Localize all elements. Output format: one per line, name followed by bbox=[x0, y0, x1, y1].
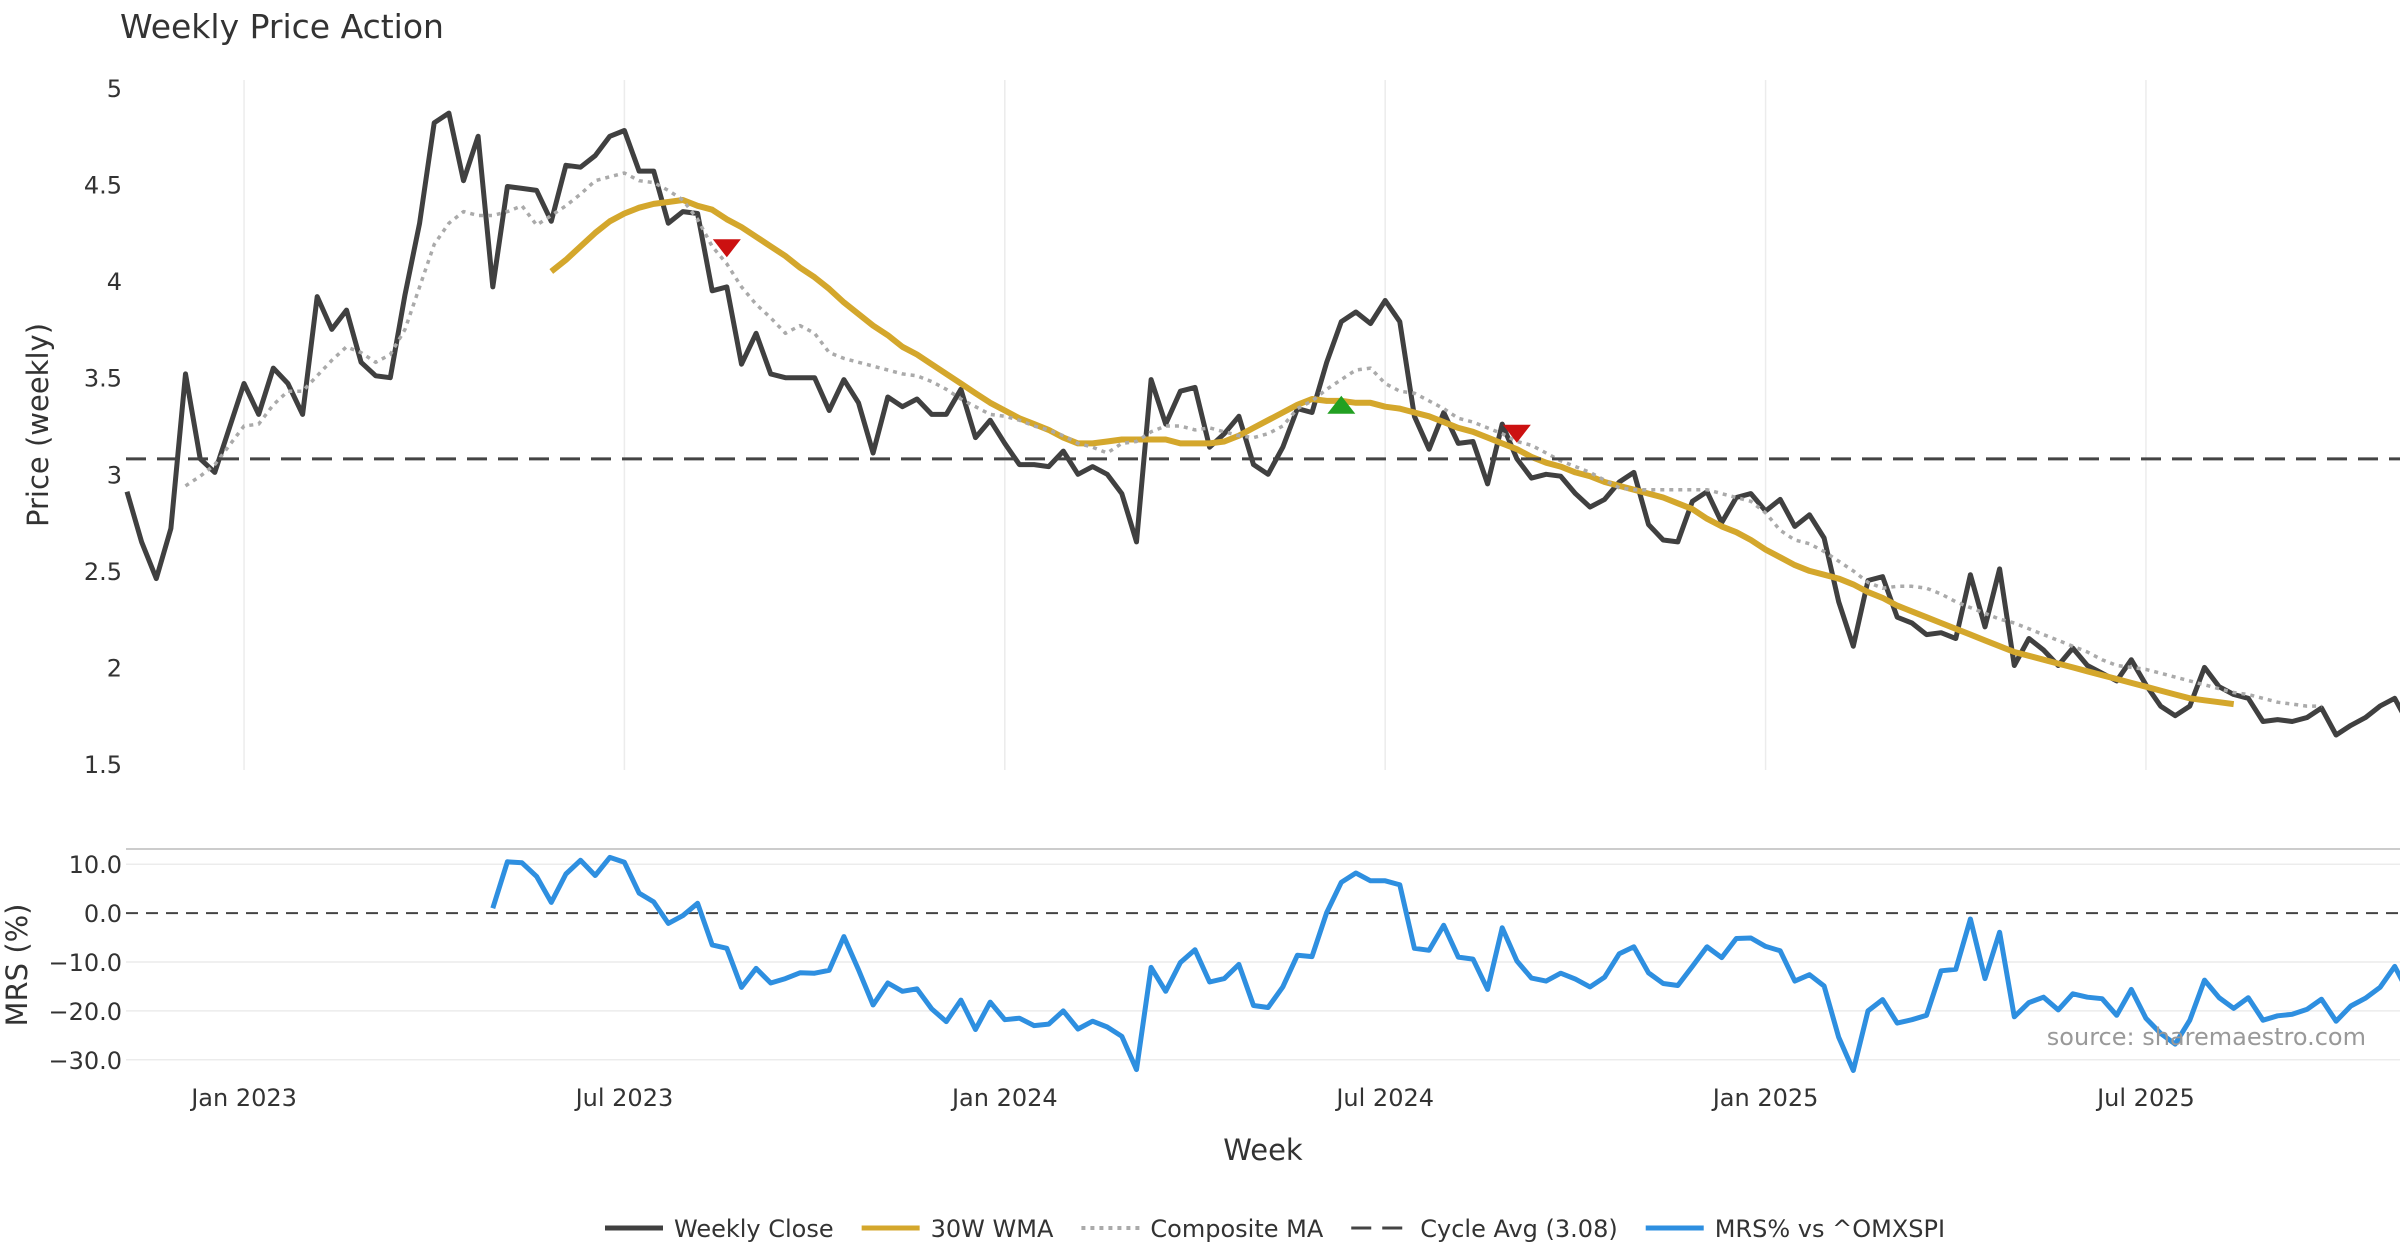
legend-entry: Composite MA bbox=[1081, 1215, 1324, 1243]
price-y-tick-label: 4 bbox=[107, 268, 122, 296]
legend-entry: Cycle Avg (3.08) bbox=[1351, 1215, 1618, 1243]
x-tick-label: Jan 2024 bbox=[950, 1084, 1058, 1112]
price-y-tick-label: 4.5 bbox=[84, 172, 122, 200]
sell-signal-marker bbox=[712, 239, 741, 258]
x-tick-label: Jan 2023 bbox=[189, 1084, 297, 1112]
legend-label: 30W WMA bbox=[931, 1215, 1054, 1243]
price-y-tick-label: 2 bbox=[107, 654, 122, 682]
mrs-y-tick-label: −30.0 bbox=[48, 1047, 122, 1075]
series-mrs-vs-omxspi bbox=[490, 854, 2400, 1073]
mrs-y-tick-label: −10.0 bbox=[48, 949, 122, 977]
price-y-tick-label: 1.5 bbox=[84, 751, 122, 779]
legend-entry: Weekly Close bbox=[605, 1215, 834, 1243]
price-y-tick-label: 2.5 bbox=[84, 558, 122, 586]
mrs-y-ticks: 10.0 0.0 −10.0 −20.0 −30.0 bbox=[48, 851, 122, 1075]
legend-label: Composite MA bbox=[1150, 1215, 1323, 1243]
series-weekly-close bbox=[124, 110, 2400, 738]
legend-entry: 30W WMA bbox=[861, 1215, 1054, 1243]
legend-entry: MRS% vs ^OMXSPI bbox=[1645, 1215, 1945, 1243]
mrs-y-tick-label: 10.0 bbox=[69, 851, 122, 879]
x-tick-label: Jul 2025 bbox=[2095, 1084, 2195, 1112]
price-gridlines bbox=[243, 80, 2147, 770]
series-30w-wma bbox=[549, 197, 2235, 708]
x-axis-title: Week bbox=[1223, 1133, 1303, 1167]
signal-markers bbox=[712, 239, 1531, 443]
x-tick-label: Jul 2023 bbox=[574, 1084, 674, 1112]
price-series bbox=[124, 110, 2400, 738]
legend-label: Cycle Avg (3.08) bbox=[1420, 1215, 1617, 1243]
buy-signal-marker bbox=[1327, 395, 1356, 414]
mrs-y-axis-title: MRS (%) bbox=[0, 904, 34, 1027]
sell-signal-marker bbox=[1502, 424, 1531, 443]
legend-label: Weekly Close bbox=[674, 1215, 834, 1243]
mrs-y-tick-label: −20.0 bbox=[48, 998, 122, 1026]
price-y-axis-title: Price (weekly) bbox=[21, 323, 55, 527]
legend-label: MRS% vs ^OMXSPI bbox=[1715, 1215, 1945, 1243]
price-y-ticks: 1.5 2 2.5 3 3.5 4 4.5 5 bbox=[84, 75, 122, 779]
x-tick-label: Jul 2024 bbox=[1334, 1084, 1434, 1112]
legend: Weekly Close 30W WMA Composite MA Cycle Avg… bbox=[605, 1215, 1945, 1243]
mrs-panel: 10.0 0.0 −10.0 −20.0 −30.0 MRS (%) source: s… bbox=[0, 848, 2400, 1075]
mrs-series bbox=[490, 854, 2400, 1073]
series-composite-ma bbox=[184, 171, 2322, 708]
chart-title: Weekly Price Action bbox=[120, 7, 444, 46]
price-panel: 1.5 2 2.5 3 3.5 4 4.5 5 Price (weekly) bbox=[21, 75, 2400, 779]
x-axis-ticks: Jan 2023 Jul 2023 Jan 2024 Jul 2024 Jan 2025… bbox=[189, 1084, 2195, 1112]
source-annotation: source: sharemaestro.com bbox=[2047, 1023, 2366, 1051]
price-y-tick-label: 5 bbox=[107, 75, 122, 103]
price-y-tick-label: 3 bbox=[107, 461, 122, 489]
price-y-tick-label: 3.5 bbox=[84, 365, 122, 393]
mrs-y-tick-label: 0.0 bbox=[84, 900, 122, 928]
x-tick-label: Jan 2025 bbox=[1711, 1084, 1819, 1112]
